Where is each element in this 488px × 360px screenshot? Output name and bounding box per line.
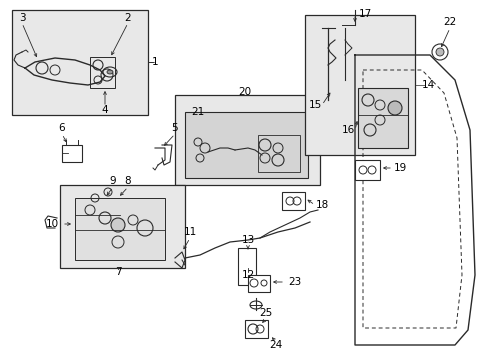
Text: 1: 1 xyxy=(151,57,158,67)
Ellipse shape xyxy=(107,70,113,74)
Text: 5: 5 xyxy=(171,123,178,133)
Text: 16: 16 xyxy=(341,125,354,135)
Bar xyxy=(184,112,307,178)
Circle shape xyxy=(387,101,401,115)
Text: 24: 24 xyxy=(269,340,282,350)
Bar xyxy=(175,95,319,185)
Circle shape xyxy=(111,218,125,232)
Text: 20: 20 xyxy=(238,87,251,97)
Text: 23: 23 xyxy=(288,277,301,287)
Text: 6: 6 xyxy=(59,123,65,133)
Text: 12: 12 xyxy=(241,270,254,280)
Bar xyxy=(282,192,305,210)
Text: 25: 25 xyxy=(259,308,272,318)
Text: 21: 21 xyxy=(191,107,204,117)
Circle shape xyxy=(435,48,443,56)
Text: 15: 15 xyxy=(308,100,321,110)
Text: 19: 19 xyxy=(392,163,406,173)
Text: 18: 18 xyxy=(315,200,328,210)
Text: 11: 11 xyxy=(183,227,196,237)
Bar xyxy=(354,160,379,180)
Bar xyxy=(238,248,256,285)
Bar xyxy=(357,88,407,148)
Bar xyxy=(244,320,267,338)
Bar xyxy=(305,15,414,155)
Bar xyxy=(247,275,269,292)
Bar xyxy=(75,198,164,260)
Text: 10: 10 xyxy=(45,219,59,229)
Text: 8: 8 xyxy=(124,176,131,186)
Text: 14: 14 xyxy=(421,80,434,90)
Text: 9: 9 xyxy=(109,176,116,186)
Bar xyxy=(90,57,115,88)
Text: 2: 2 xyxy=(124,13,131,23)
Bar xyxy=(258,135,299,172)
Bar xyxy=(12,10,148,115)
Text: 13: 13 xyxy=(241,235,254,245)
Text: 17: 17 xyxy=(358,9,371,19)
Text: 4: 4 xyxy=(102,105,108,115)
Bar xyxy=(62,145,82,162)
Bar xyxy=(60,185,184,268)
Text: 3: 3 xyxy=(19,13,25,23)
Text: 22: 22 xyxy=(443,17,456,27)
Text: 7: 7 xyxy=(115,267,121,277)
